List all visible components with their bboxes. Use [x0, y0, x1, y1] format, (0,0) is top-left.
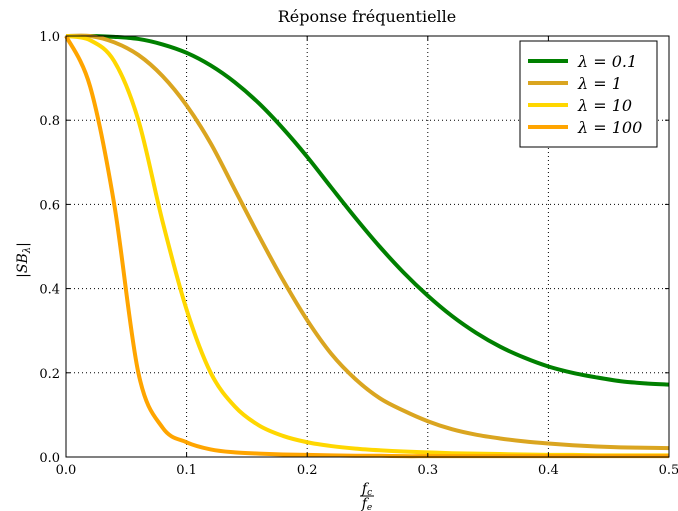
chart-title: Réponse fréquentielle	[278, 7, 457, 26]
y-tick-label: 0.8	[39, 114, 60, 129]
legend-label-3: λ = 100	[577, 118, 642, 137]
x-axis-label-numerator: fc	[361, 481, 372, 498]
y-tick-label: 0.2	[39, 367, 60, 382]
x-tick-label: 0.0	[56, 463, 77, 478]
legend-box	[519, 40, 658, 148]
series-lines	[64, 33, 670, 459]
y-axis-label: |SBλ|	[15, 242, 33, 278]
x-tick-label: 0.2	[297, 463, 318, 478]
x-tick-label: 0.1	[176, 463, 197, 478]
x-tick-label: 0.4	[538, 463, 559, 478]
y-tick-label: 0.0	[39, 451, 60, 466]
legend: λ = 0.1 λ = 1 λ = 10 λ = 100	[519, 40, 658, 148]
legend-label-1: λ = 1	[577, 74, 622, 93]
x-tick-label: 0.5	[659, 463, 678, 478]
series-line-3	[64, 35, 669, 459]
legend-label-0: λ = 0.1	[577, 52, 637, 71]
y-tick-label: 0.4	[39, 283, 60, 298]
y-tick-label: 1.0	[39, 30, 60, 45]
series-line-0	[65, 33, 670, 387]
x-axis-label-denominator: fe	[361, 496, 373, 511]
series-line-1	[65, 33, 670, 451]
legend-label-2: λ = 10	[577, 96, 632, 115]
plot-frame	[65, 35, 670, 458]
x-tick-label: 0.3	[417, 463, 438, 478]
grid-lines	[66, 36, 669, 457]
x-axis-label: fc fe	[360, 481, 374, 511]
x-axis-ticks: 0.0 0.1 0.2 0.3 0.4 0.5	[56, 36, 678, 478]
y-tick-label: 0.6	[39, 198, 60, 213]
y-axis-ticks: 0.0 0.2 0.4 0.6 0.8 1.0	[39, 30, 669, 466]
